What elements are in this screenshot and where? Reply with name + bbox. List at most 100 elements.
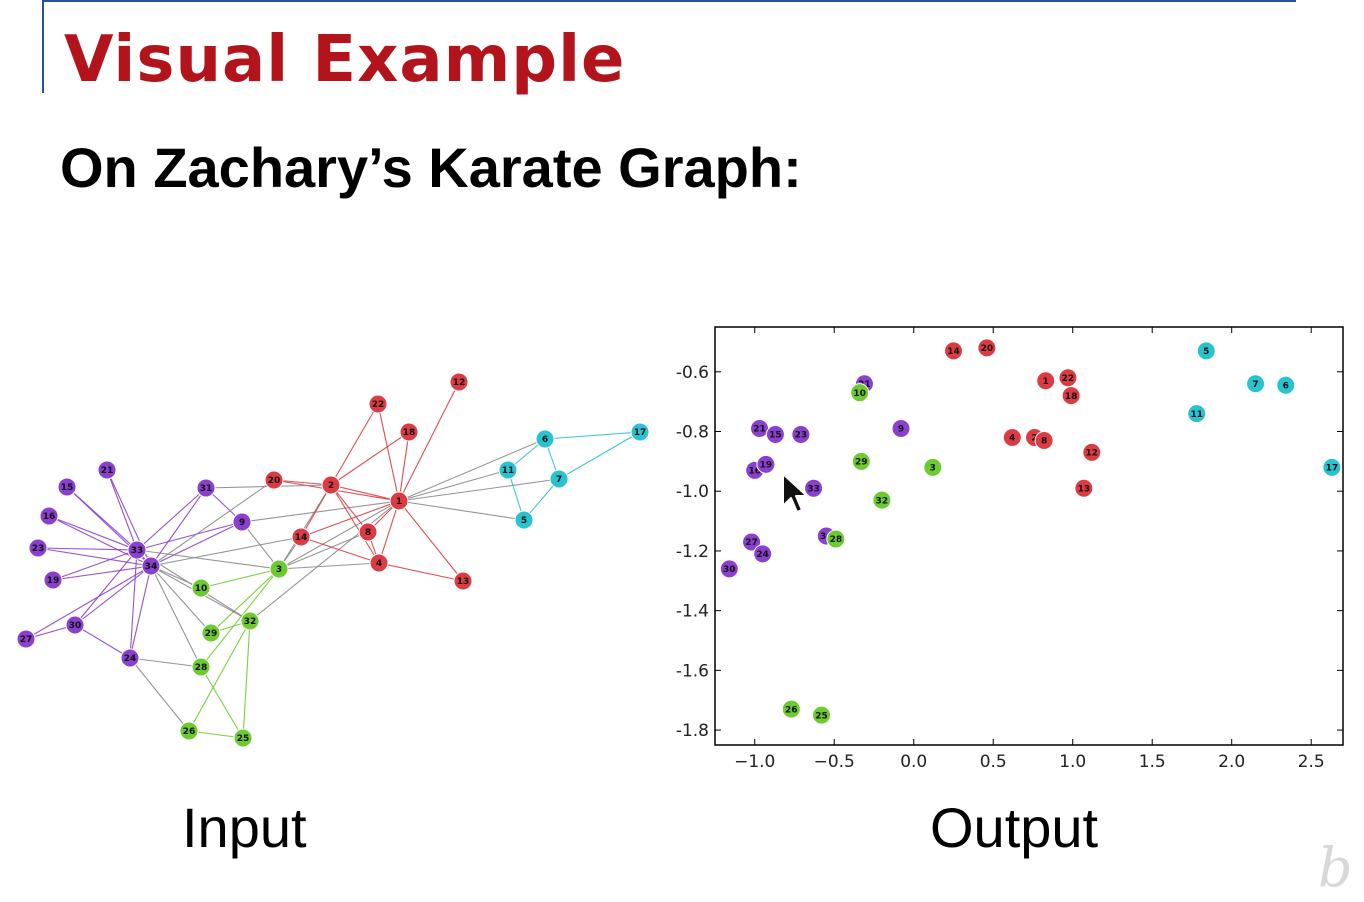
graph-node: 10: [191, 578, 211, 598]
graph-node-label: 12: [453, 378, 466, 388]
scatter-point-marker: [765, 424, 785, 444]
graph-node: 28: [191, 657, 211, 677]
graph-node-circle: [264, 470, 284, 490]
graph-edge: [136, 521, 243, 551]
scatter-point-marker: [977, 338, 997, 358]
graph-edge: [330, 484, 369, 533]
scatter-point-marker: [742, 532, 762, 552]
scatter-point: 6: [1276, 375, 1296, 395]
graph-edge: [398, 431, 410, 502]
scatter-point-label: 19: [760, 461, 773, 471]
graph-node: 2: [321, 475, 341, 495]
graph-node-circle: [389, 491, 409, 511]
graph-node: 16: [39, 506, 59, 526]
graph-edge: [129, 657, 202, 668]
graph-node-circle: [196, 478, 216, 498]
graph-edge: [398, 500, 525, 521]
scatter-point-label: 33: [807, 484, 820, 494]
graph-node: 32: [240, 611, 260, 631]
graph-edge: [300, 484, 332, 538]
graph-edge: [241, 500, 400, 523]
scatter-point-label: 15: [769, 431, 782, 441]
graph-edge: [150, 487, 207, 567]
graph-node-circle: [291, 527, 311, 547]
graph-node: 24: [120, 648, 140, 668]
scatter-point-marker: [1082, 442, 1102, 462]
graph-node-circle: [233, 728, 253, 748]
scatter-point-label: 13: [1078, 484, 1091, 494]
x-tick-label: −1.0: [734, 752, 775, 772]
graph-node-label: 9: [239, 518, 245, 528]
graph-node-circle: [191, 657, 211, 677]
y-tick-label: -1.0: [676, 482, 709, 502]
graph-edge: [200, 568, 280, 589]
embedding-scatter-plot: −1.0 −0.5 0.0 0.5 1.0 1.5 2.0 2.5 -0.6-0.8-1.0-…: [676, 326, 1344, 772]
x-axis-ticks: −1.0 −0.5 0.0 0.5 1.0 1.5 2.0 2.5: [734, 327, 1325, 772]
graph-edge: [129, 565, 152, 659]
graph-node: 26: [179, 721, 199, 741]
graph-node: 14: [291, 527, 311, 547]
scatter-point-marker: [872, 490, 892, 510]
graph-edge: [378, 562, 464, 582]
scatter-point-label: 17: [1326, 464, 1339, 474]
graph-node-label: 16: [43, 512, 56, 522]
graph-node: 31: [196, 478, 216, 498]
graph-node-label: 32: [244, 617, 257, 627]
scatter-point: 32: [872, 490, 892, 510]
scatter-point: 15: [765, 424, 785, 444]
scatter-point: 20: [977, 338, 997, 358]
graph-node-label: 24: [124, 654, 137, 664]
graph-node-label: 2: [328, 481, 334, 491]
graph-edge: [398, 469, 509, 502]
scatter-point-label: 7: [1252, 380, 1258, 390]
scatter-point: 8: [1034, 430, 1054, 450]
x-tick-label: −0.5: [814, 752, 855, 772]
scatter-point: 27: [742, 532, 762, 552]
graph-node-label: 25: [237, 734, 250, 744]
graph-node-label: 28: [195, 663, 208, 673]
graph-node-circle: [201, 623, 221, 643]
graph-node-circle: [368, 394, 388, 414]
graph-node-circle: [630, 422, 650, 442]
scatter-point-label: 12: [1086, 449, 1099, 459]
scatter-point-marker: [1036, 371, 1056, 391]
scatter-point: 25: [812, 705, 832, 725]
scatter-point: 30: [719, 559, 739, 579]
graph-edge: [378, 500, 400, 564]
scatter-point-marker: [943, 341, 963, 361]
graph-node-circle: [141, 556, 161, 576]
mouse-cursor-icon: [782, 473, 808, 513]
scatter-point-label: 22: [1062, 374, 1075, 384]
graph-node-circle: [240, 611, 260, 631]
graph-edge: [210, 568, 280, 634]
graph-edge: [48, 515, 138, 551]
y-tick-label: -1.6: [676, 661, 709, 681]
graph-node-label: 21: [101, 466, 114, 476]
graph-edge: [150, 521, 243, 567]
graph-edge: [241, 521, 280, 570]
output-caption: Output: [930, 796, 1099, 859]
graph-edge: [377, 403, 400, 502]
graph-node-circle: [269, 559, 289, 579]
scatter-point-label: 10: [853, 389, 866, 399]
graph-edge: [106, 469, 138, 551]
scatter-point-marker: [781, 699, 801, 719]
scatter-point: 5: [1196, 341, 1216, 361]
scatter-point-marker: [812, 705, 832, 725]
graph-node: 21: [97, 460, 117, 480]
x-tick-label: 0.0: [900, 752, 927, 772]
graph-node: 12: [449, 372, 469, 392]
graph-node-label: 3: [276, 565, 282, 575]
scatter-point-label: 20: [981, 344, 994, 354]
graph-node-label: 18: [403, 428, 416, 438]
scatter-point-marker: [804, 478, 824, 498]
scatter-point-label: 6: [1283, 381, 1289, 391]
scatter-point-marker: [1196, 341, 1216, 361]
scatter-point: 21: [750, 419, 770, 439]
graph-node-circle: [358, 522, 378, 542]
graph-edge: [150, 536, 302, 567]
graph-node-circle: [16, 629, 36, 649]
graph-edge: [398, 438, 546, 502]
graph-node: 9: [232, 512, 252, 532]
scatter-point-marker: [791, 424, 811, 444]
